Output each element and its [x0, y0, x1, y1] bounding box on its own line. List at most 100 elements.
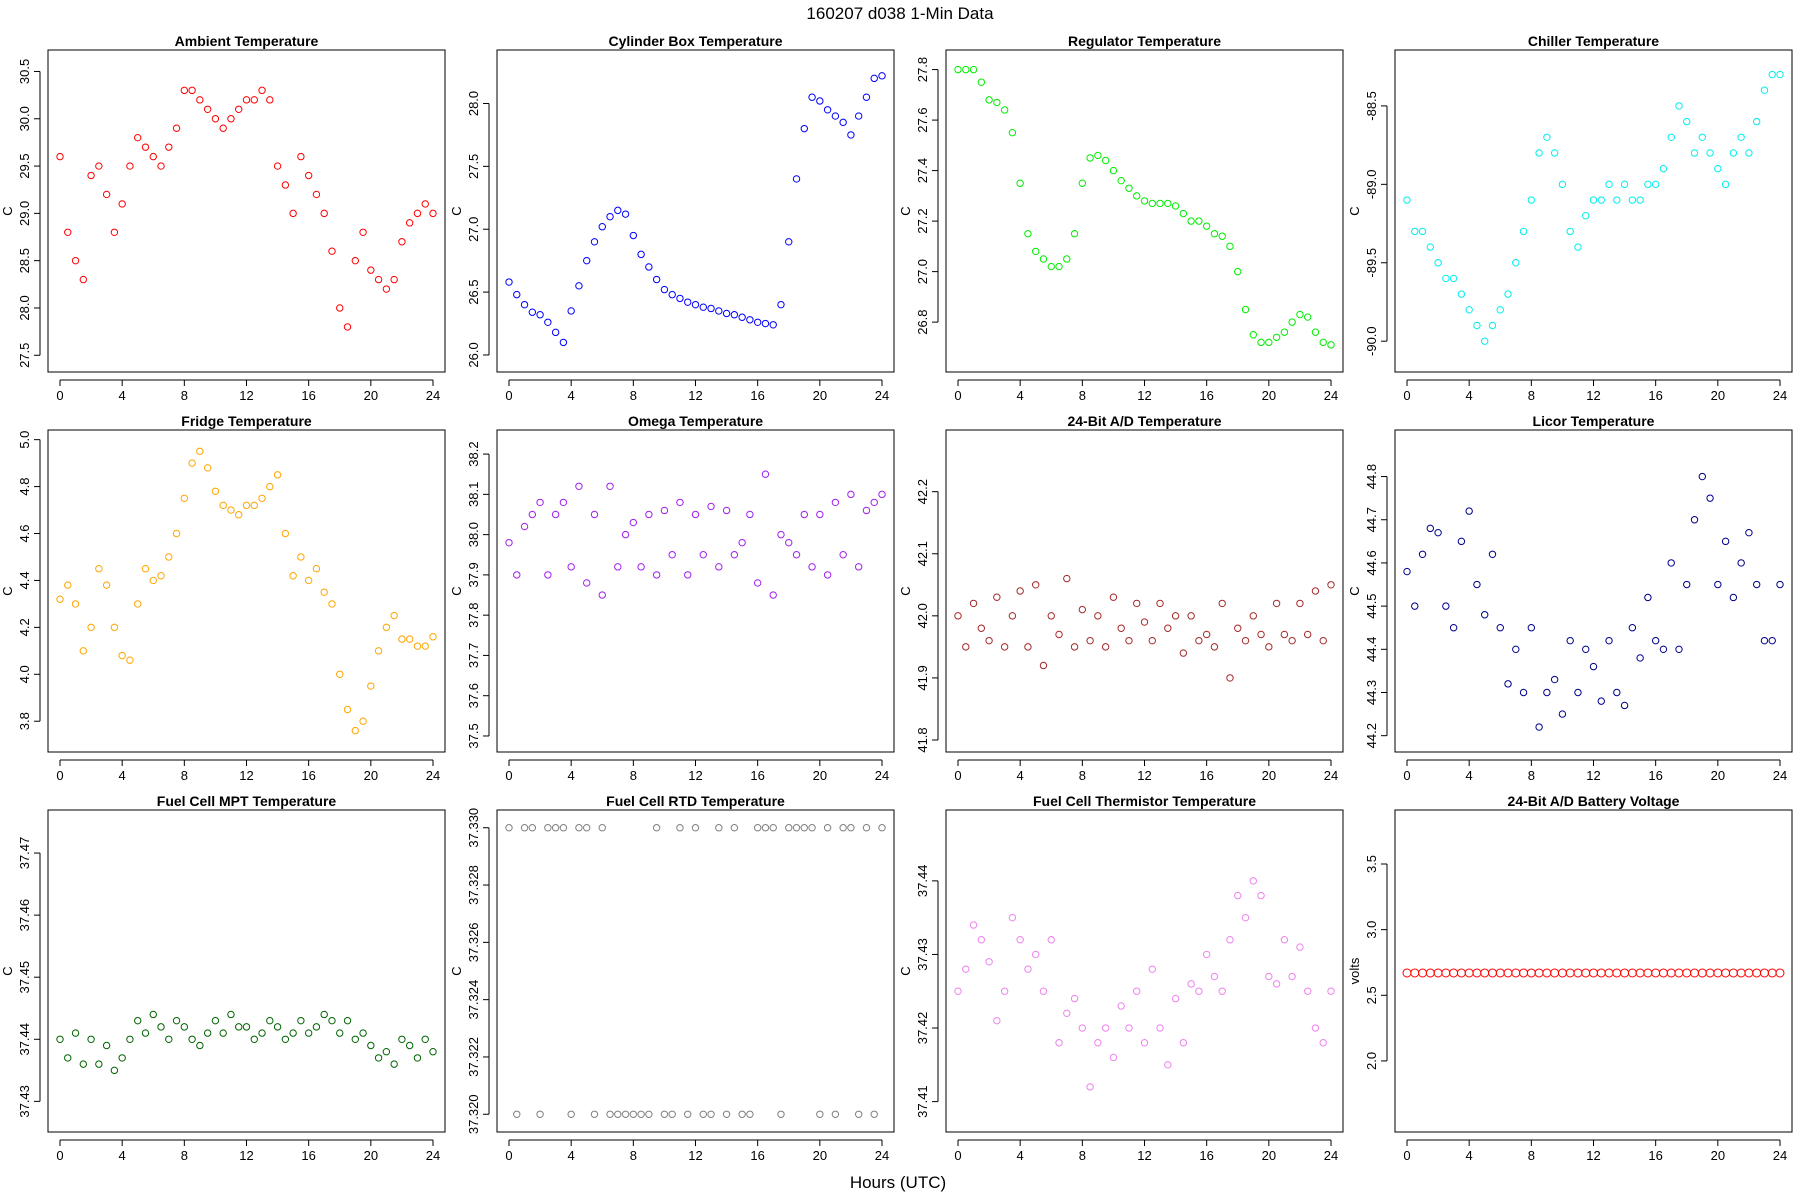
data-point: [590, 238, 599, 246]
data-point: [831, 1110, 840, 1118]
data-point: [1565, 968, 1575, 978]
x-tick-label: 4: [568, 1148, 575, 1163]
data-point: [722, 1110, 731, 1118]
data-point: [1210, 230, 1219, 238]
data-point: [118, 200, 126, 208]
data-point: [1550, 675, 1559, 684]
data-point: [1039, 255, 1048, 263]
data-point: [847, 131, 855, 139]
data-point: [1760, 86, 1769, 94]
data-point: [211, 1016, 220, 1025]
data-point: [297, 152, 305, 161]
x-tick-label: 12: [239, 768, 253, 783]
data-point: [1327, 581, 1335, 589]
data-point: [250, 501, 258, 510]
y-tick-label: 4.2: [17, 618, 32, 636]
x-tick-label: 24: [1773, 768, 1787, 783]
data-point: [1473, 321, 1481, 330]
data-point: [1179, 1039, 1188, 1047]
data-point: [281, 529, 290, 538]
x-tick-label: 16: [750, 1148, 764, 1163]
data-point: [1558, 180, 1567, 189]
data-point: [1164, 199, 1172, 208]
data-point: [598, 824, 606, 832]
panel-title: Fuel Cell RTD Temperature: [606, 793, 785, 809]
data-point: [196, 1041, 204, 1050]
data-point: [1156, 199, 1164, 208]
data-point: [413, 209, 422, 218]
x-tick-label: 12: [1137, 388, 1151, 403]
x-tick-label: 24: [1773, 388, 1787, 403]
x-tick-label: 12: [1137, 768, 1151, 783]
data-point: [196, 447, 204, 456]
x-tick-label: 24: [1324, 1148, 1338, 1163]
data-point: [969, 599, 978, 608]
figure-xlabel: Hours (UTC): [850, 1173, 946, 1192]
data-point: [1714, 580, 1722, 589]
data-point: [1736, 968, 1746, 978]
y-axis-label: C: [449, 206, 464, 215]
data-point: [769, 591, 777, 599]
data-point: [1241, 636, 1250, 645]
plot-frame: [47, 49, 446, 373]
y-tick-label: 37.8: [466, 603, 481, 628]
data-point: [1078, 605, 1087, 614]
data-point: [1086, 154, 1094, 162]
data-point: [1410, 968, 1420, 978]
data-point: [590, 510, 599, 519]
data-point: [149, 576, 157, 585]
data-point: [343, 323, 352, 331]
data-point: [172, 529, 181, 538]
data-point: [1272, 980, 1281, 988]
data-point: [1574, 243, 1582, 251]
data-point: [374, 1054, 383, 1062]
y-tick-label: 29.5: [17, 153, 32, 178]
data-point: [273, 1023, 282, 1031]
data-point: [621, 530, 630, 539]
y-tick-label: -89.0: [1364, 170, 1379, 200]
data-point: [1288, 972, 1296, 981]
data-point: [1667, 133, 1675, 141]
data-point: [977, 78, 986, 86]
data-point: [1728, 968, 1738, 978]
data-point: [1311, 1024, 1320, 1032]
data-point: [1636, 196, 1644, 204]
data-point: [1133, 599, 1141, 608]
data-point: [1016, 179, 1024, 187]
data-point: [1402, 968, 1412, 978]
data-point: [870, 74, 878, 83]
data-point: [110, 623, 119, 632]
data-point: [1449, 624, 1458, 632]
data-point: [1596, 968, 1606, 978]
data-point: [1070, 643, 1079, 651]
data-point: [1512, 259, 1520, 267]
plot-frame: [945, 809, 1344, 1133]
data-point: [1257, 338, 1265, 347]
data-point: [413, 642, 422, 650]
data-point: [1768, 636, 1776, 645]
y-tick-label: 44.3: [1364, 680, 1379, 705]
data-point: [544, 824, 552, 832]
x-tick-label: 20: [364, 388, 378, 403]
data-point: [1171, 994, 1180, 1003]
data-point: [575, 824, 583, 832]
data-point: [374, 275, 383, 284]
x-tick-label: 4: [568, 768, 575, 783]
data-point: [954, 65, 962, 74]
data-point: [1265, 972, 1273, 981]
data-point: [1078, 1024, 1087, 1032]
data-point: [878, 490, 886, 499]
data-point: [567, 307, 575, 315]
plot-frame: [47, 809, 446, 1133]
data-point: [312, 1023, 321, 1031]
plot-frame: [496, 809, 895, 1133]
panel-title: Chiller Temperature: [1528, 33, 1659, 49]
data-point: [977, 936, 986, 944]
x-tick-label: 12: [239, 1148, 253, 1163]
y-tick-label: 42.1: [915, 541, 930, 566]
data-point: [219, 124, 227, 132]
data-point: [730, 551, 739, 559]
data-point: [854, 112, 863, 120]
data-point: [536, 311, 544, 319]
data-point: [707, 1110, 715, 1118]
